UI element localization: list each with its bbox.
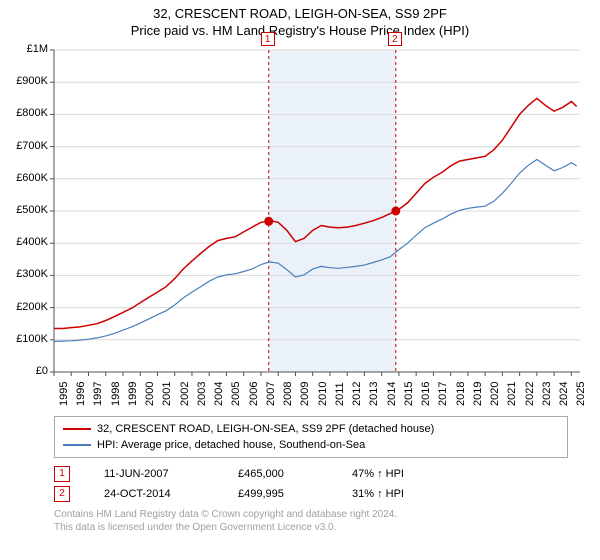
x-tick-label: 1999: [127, 382, 139, 406]
sale-row-price: £465,000: [238, 468, 318, 480]
credit-text: Contains HM Land Registry data © Crown c…: [54, 508, 568, 534]
x-tick-label: 2004: [213, 382, 225, 406]
chart-area: £0 £100K £200K £300K £400K £500K £600K £700K £80…: [0, 46, 600, 410]
x-tick-label: 2021: [506, 382, 518, 406]
chart-title-address: 32, CRESCENT ROAD, LEIGH-ON-SEA, SS9 2PF: [0, 0, 600, 21]
x-tick-label: 2022: [524, 382, 536, 406]
y-tick-label: £100K: [0, 333, 48, 345]
legend-row: 32, CRESCENT ROAD, LEIGH-ON-SEA, SS9 2PF…: [63, 421, 559, 437]
y-tick-label: £500K: [0, 204, 48, 216]
x-tick-label: 2011: [334, 382, 346, 406]
x-tick-label: 2002: [179, 382, 191, 406]
legend-row: HPI: Average price, detached house, Sout…: [63, 437, 559, 453]
x-tick-label: 2007: [265, 382, 277, 406]
x-tick-label: 2024: [558, 382, 570, 406]
y-tick-label: £400K: [0, 236, 48, 248]
credit-line-2: This data is licensed under the Open Gov…: [54, 521, 568, 534]
sale-row-hpi: 31% ↑ HPI: [352, 488, 432, 500]
x-tick-label: 1998: [110, 382, 122, 406]
sale-row-date: 24-OCT-2014: [104, 488, 204, 500]
x-tick-label: 2009: [299, 382, 311, 406]
legend-label: HPI: Average price, detached house, Sout…: [97, 437, 365, 453]
x-tick-label: 2012: [351, 382, 363, 406]
sale-row-date: 11-JUN-2007: [104, 468, 204, 480]
legend-swatch: [63, 428, 91, 430]
sale-row-price: £499,995: [238, 488, 318, 500]
legend-label: 32, CRESCENT ROAD, LEIGH-ON-SEA, SS9 2PF…: [97, 421, 434, 437]
sale-row: 1 11-JUN-2007 £465,000 47% ↑ HPI: [54, 464, 568, 484]
x-tick-label: 2014: [386, 382, 398, 406]
x-tick-label: 2023: [541, 382, 553, 406]
credit-line-1: Contains HM Land Registry data © Crown c…: [54, 508, 568, 521]
x-tick-label: 2005: [230, 382, 242, 406]
sale-row-badge: 1: [54, 466, 70, 482]
x-tick-label: 2016: [420, 382, 432, 406]
y-tick-label: £200K: [0, 301, 48, 313]
x-tick-label: 2017: [437, 382, 449, 406]
x-tick-label: 2003: [196, 382, 208, 406]
x-tick-label: 1997: [92, 382, 104, 406]
x-tick-label: 2013: [368, 382, 380, 406]
x-tick-label: 2010: [317, 382, 329, 406]
y-tick-label: £1M: [0, 43, 48, 55]
x-tick-label: 2020: [489, 382, 501, 406]
x-tick-label: 2001: [161, 382, 173, 406]
sale-marker-badge: 2: [388, 32, 402, 46]
sales-table: 1 11-JUN-2007 £465,000 47% ↑ HPI 2 24-OCT-201…: [54, 464, 568, 504]
y-tick-label: £0: [0, 365, 48, 377]
x-tick-label: 2008: [282, 382, 294, 406]
sale-marker-badge: 1: [261, 32, 275, 46]
x-tick-label: 2018: [455, 382, 467, 406]
y-tick-label: £900K: [0, 75, 48, 87]
x-tick-label: 2019: [472, 382, 484, 406]
y-tick-label: £700K: [0, 140, 48, 152]
sale-row-badge: 2: [54, 486, 70, 502]
x-tick-label: 2015: [403, 382, 415, 406]
y-tick-label: £300K: [0, 268, 48, 280]
chart-legend: 32, CRESCENT ROAD, LEIGH-ON-SEA, SS9 2PF…: [54, 416, 568, 458]
x-tick-label: 2000: [144, 382, 156, 406]
x-tick-label: 2006: [248, 382, 260, 406]
y-tick-label: £600K: [0, 172, 48, 184]
sale-row-hpi: 47% ↑ HPI: [352, 468, 432, 480]
x-tick-label: 1996: [75, 382, 87, 406]
x-tick-label: 1995: [58, 382, 70, 406]
sale-row: 2 24-OCT-2014 £499,995 31% ↑ HPI: [54, 484, 568, 504]
chart-title-subtitle: Price paid vs. HM Land Registry's House …: [0, 23, 600, 38]
y-tick-label: £800K: [0, 107, 48, 119]
legend-swatch: [63, 444, 91, 446]
x-tick-label: 2025: [575, 382, 587, 406]
chart-svg: [0, 46, 600, 376]
